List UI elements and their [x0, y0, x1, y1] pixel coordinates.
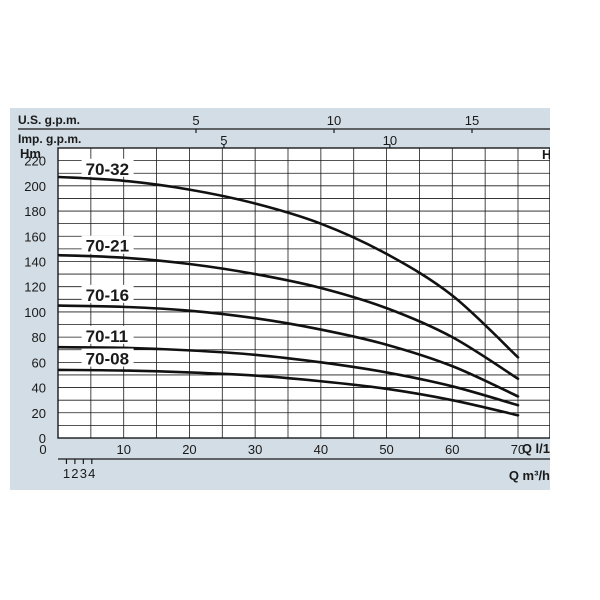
curve-label-backdrop: [81, 158, 134, 177]
x-tick-label: 30: [248, 442, 262, 457]
curve-label-70-21: 70-21: [86, 237, 129, 256]
chart-svg: U.S. g.p.m. 5 10 15 Imp. g.p.m. 5 10 70-327…: [10, 108, 586, 490]
imp-gpm-tick-label: 5: [220, 133, 227, 148]
y-tick-label: 40: [32, 381, 46, 396]
y-tick-label: 160: [24, 229, 46, 244]
curve-70-32: [57, 175, 520, 359]
x-tick-label: 10: [116, 442, 130, 457]
pump-curves: [57, 175, 520, 417]
curve-70-16: [57, 304, 520, 398]
curve-label-backdrop: [81, 284, 134, 303]
us-gpm-axis-label: U.S. g.p.m.: [18, 113, 80, 127]
x-tick-label: 40: [314, 442, 328, 457]
curve-70-11: [57, 345, 520, 407]
x-axis-label: Q l/1: [522, 441, 550, 456]
curve-70-21: [57, 253, 520, 381]
curve-labels: 70-32 70-21 70-16 70-11 70-08: [81, 158, 134, 369]
y-tick-label: 80: [32, 330, 46, 345]
y-tick-label: 0: [39, 431, 46, 446]
us-gpm-tick-label: 15: [465, 113, 479, 128]
y-tick-label: 120: [24, 280, 46, 295]
curve-70-08: [57, 368, 520, 417]
y-tick-label: 140: [24, 254, 46, 269]
imp-gpm-tick-label: 10: [383, 133, 397, 148]
right-axis-label: Hft: [542, 147, 550, 162]
curve-label-backdrop: [81, 325, 134, 344]
curve-label-backdrop: [81, 348, 134, 367]
curve-label-70-08: 70-08: [86, 350, 129, 369]
y-axis-ticks: 0 20 40 60 80 100 120 140 160 180 200 220: [24, 154, 46, 446]
secondary-x-tick-label: 2: [71, 466, 78, 481]
x-tick-label: 50: [379, 442, 393, 457]
curve-label-70-16: 70-16: [86, 286, 129, 305]
imp-gpm-axis-label: Imp. g.p.m.: [18, 132, 81, 146]
y-tick-label: 100: [24, 305, 46, 320]
secondary-x-tick-label: 4: [88, 466, 95, 481]
y-tick-label: 200: [24, 179, 46, 194]
grid-lines: [58, 148, 550, 438]
x-tick-label: 20: [182, 442, 196, 457]
us-gpm-ticks: 5 10 15: [192, 113, 479, 133]
x-tick-label: 60: [445, 442, 459, 457]
secondary-x-tick-label: 1: [63, 466, 70, 481]
y-tick-label: 220: [24, 154, 46, 169]
curve-label-70-32: 70-32: [86, 160, 129, 179]
y-tick-label: 180: [24, 204, 46, 219]
x-tick-label: 70: [511, 442, 525, 457]
pump-curve-chart: U.S. g.p.m. 5 10 15 Imp. g.p.m. 5 10 70-32 7…: [10, 108, 586, 490]
y-tick-label: 60: [32, 355, 46, 370]
secondary-x-tick-label: 3: [80, 466, 87, 481]
x-axis-ticks: 0 10 20 30 40 50 60 70: [39, 442, 525, 457]
y-tick-label: 20: [32, 406, 46, 421]
curve-label-backdrop: [81, 235, 134, 254]
x-tick-label: 0: [39, 442, 46, 457]
y-axis-label: Hm: [20, 146, 41, 161]
us-gpm-tick-label: 5: [192, 113, 199, 128]
us-gpm-tick-label: 10: [327, 113, 341, 128]
curve-label-70-11: 70-11: [86, 327, 129, 346]
secondary-x-axis-label: Q m³/h: [509, 468, 550, 483]
